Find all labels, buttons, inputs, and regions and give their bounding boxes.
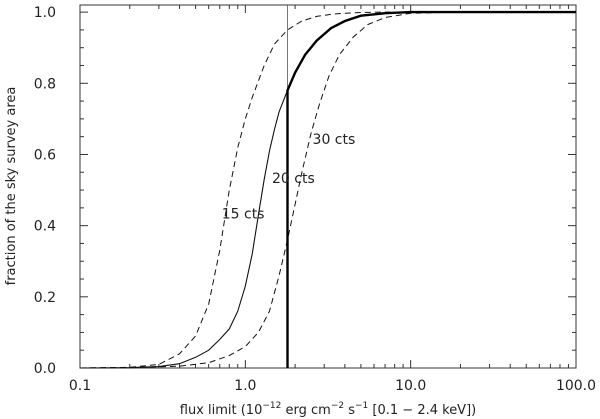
annotations-group: 15 cts 20 cts 30 cts bbox=[222, 132, 356, 223]
x-tick-label: 1.0 bbox=[234, 378, 256, 394]
annotation-label: 30 cts bbox=[313, 132, 356, 148]
series-line-30-cts bbox=[79, 11, 576, 369]
x-axis-label-exp2: −2 bbox=[331, 401, 344, 411]
x-axis-label-part2: erg cm bbox=[281, 403, 330, 418]
x-axis-label-part4: [0.1 − 2.4 keV]) bbox=[368, 403, 476, 418]
y-tick-label: 0.8 bbox=[34, 76, 56, 92]
series-line-15-cts bbox=[79, 11, 576, 369]
axis-ticks: 0.1 1.0 10.0 100.0 0.0 0.2 0.4 0.6 0.8 1.0 bbox=[34, 5, 596, 394]
annotation-label: 20 cts bbox=[272, 171, 315, 187]
x-tick-label: 100.0 bbox=[556, 378, 596, 394]
y-axis-label: fraction of the sky survey area bbox=[4, 87, 19, 286]
highlight-curve bbox=[286, 10, 576, 368]
y-tick-label: 0.0 bbox=[34, 361, 56, 377]
y-tick-label: 0.2 bbox=[34, 290, 56, 306]
y-tick-label: 0.4 bbox=[34, 219, 56, 235]
plot-frame bbox=[79, 4, 577, 369]
x-axis-label-exp3: −1 bbox=[355, 401, 368, 411]
y-tick-label: 0.6 bbox=[34, 147, 56, 163]
x-axis-label-part3: s bbox=[344, 403, 355, 418]
y-tick-label: 1.0 bbox=[34, 5, 56, 21]
series-group bbox=[79, 5, 576, 369]
x-axis-label-exp1: −12 bbox=[262, 401, 281, 411]
x-tick-label: 10.0 bbox=[395, 378, 426, 394]
x-axis-label: flux limit (10−12 erg cm−2 s−1 [0.1 − 2.… bbox=[180, 401, 476, 418]
annotation-label: 15 cts bbox=[222, 207, 265, 223]
series-line-20-cts bbox=[79, 11, 576, 369]
x-tick-label: 0.1 bbox=[69, 378, 91, 394]
x-axis-label-part1: flux limit (10 bbox=[180, 403, 263, 418]
